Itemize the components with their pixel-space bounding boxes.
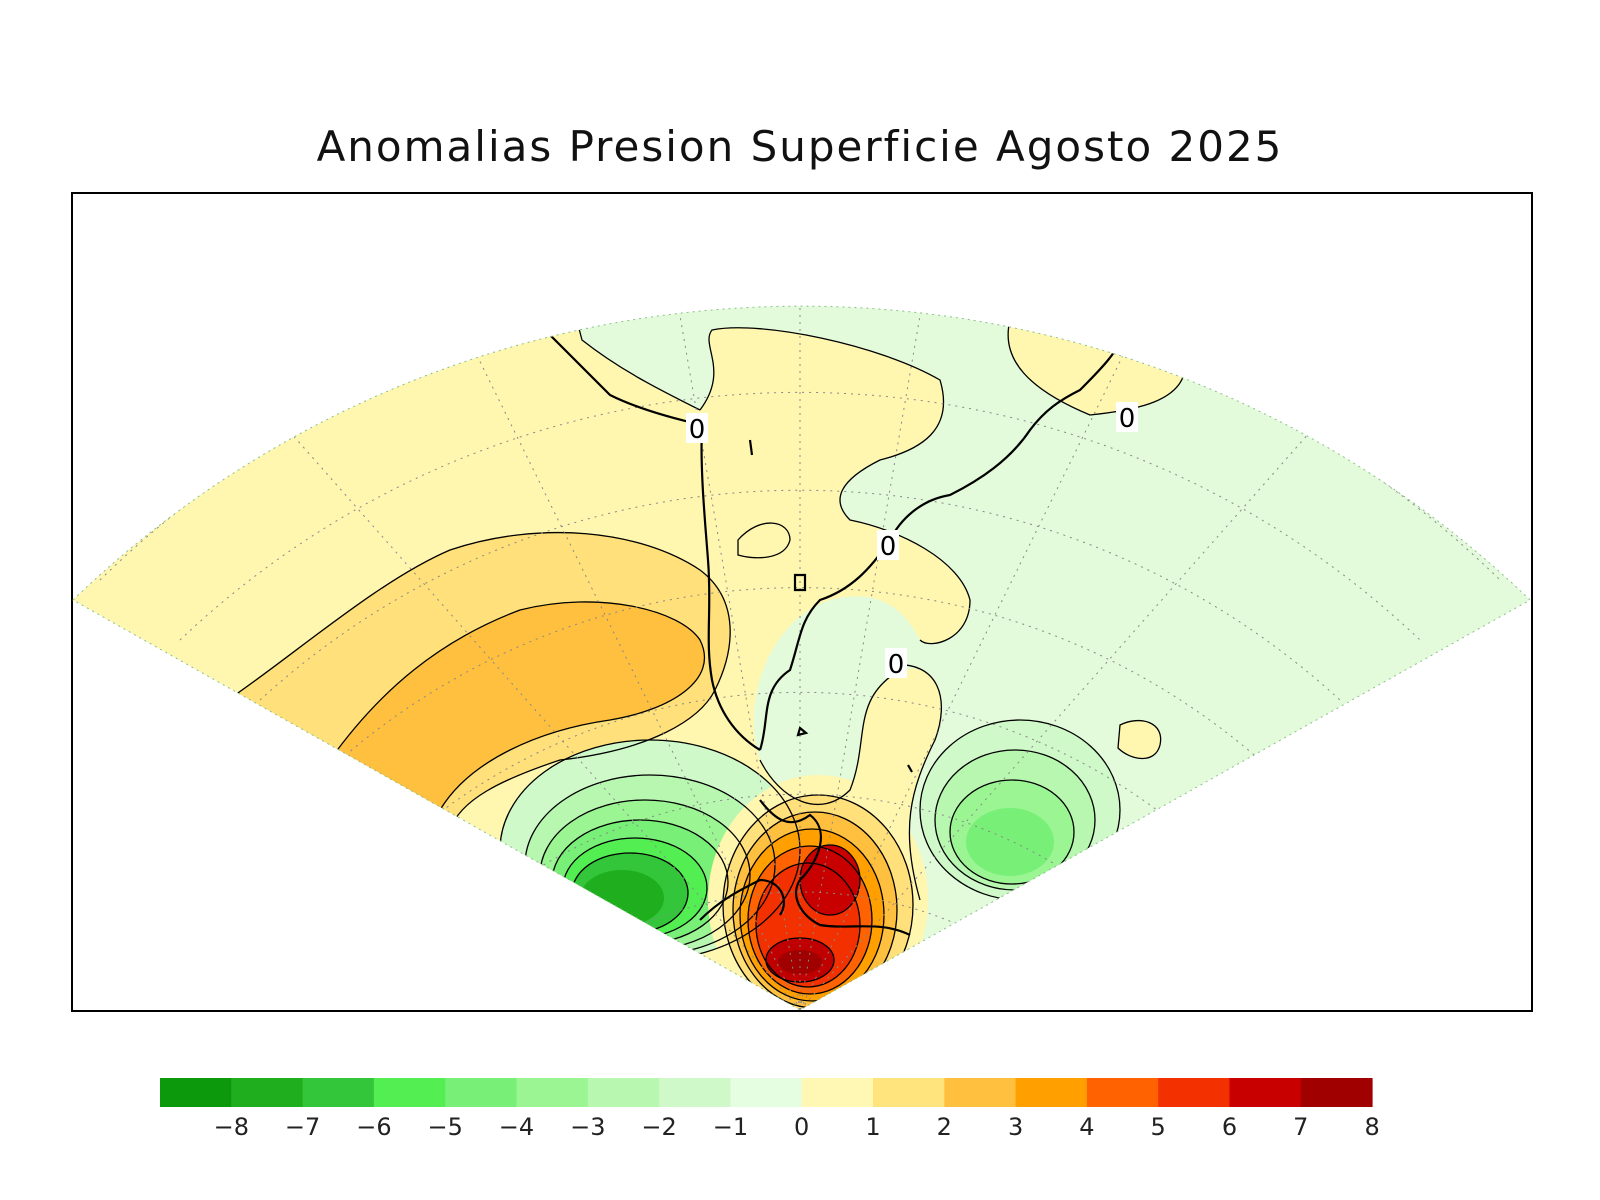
- colorbar-swatch: [659, 1078, 731, 1107]
- colorbar-tick-label: 6: [1222, 1113, 1237, 1141]
- map-title: Anomalias Presion Superficie Agosto 2025: [316, 122, 1284, 171]
- colorbar-tick-label: 2: [937, 1113, 952, 1141]
- colorbar-tick-label: 5: [1151, 1113, 1166, 1141]
- region-pos-inland: [738, 523, 790, 558]
- colorbar-swatch: [873, 1078, 945, 1107]
- colorbar-swatch: [1015, 1078, 1088, 1107]
- colorbar-tick-label: −5: [428, 1113, 463, 1141]
- colorbar-tick-label: 4: [1079, 1113, 1094, 1141]
- region-pos-atlantic: [1118, 720, 1161, 759]
- colorbar-swatch: [1229, 1078, 1302, 1107]
- colorbar-swatch: [730, 1078, 803, 1107]
- contour-label-0-c: 0: [880, 532, 897, 562]
- colorbar-swatch: [801, 1078, 874, 1107]
- colorbar-swatch: [160, 1078, 232, 1107]
- colorbar-swatch: [587, 1078, 660, 1107]
- colorbar-tick-label: 0: [794, 1113, 809, 1141]
- colorbar-tick-label: −8: [214, 1113, 249, 1141]
- colorbar-swatch: [1086, 1078, 1159, 1107]
- colorbar-swatch: [231, 1078, 304, 1107]
- colorbar-swatch: [1158, 1078, 1230, 1107]
- contour-labels: 0 0 0 0: [686, 402, 1138, 680]
- colorbar: −8 −7 −6 −5 −4 −3 −2 −1 0 1 2 3 4 5 6 7 8: [160, 1078, 1380, 1141]
- colorbar-tick-label: −4: [499, 1113, 534, 1141]
- contour-label-0-d: 0: [888, 650, 905, 680]
- colorbar-tick-label: 1: [865, 1113, 880, 1141]
- colorbar-swatch: [944, 1078, 1017, 1107]
- colorbar-tick-label: −2: [641, 1113, 676, 1141]
- colorbar-tick-label: −6: [356, 1113, 391, 1141]
- contour-label-0-a: 0: [689, 415, 706, 445]
- colorbar-swatch: [516, 1078, 589, 1107]
- colorbar-swatch: [302, 1078, 375, 1107]
- neg-trough-atlantic: [920, 720, 1120, 900]
- domain-outline: [72, 305, 1531, 1011]
- colorbar-tick-label: −7: [285, 1113, 320, 1141]
- contour-label-0-b: 0: [1119, 404, 1136, 434]
- colorbar-tick-label: 3: [1008, 1113, 1023, 1141]
- colorbar-swatch: [1300, 1078, 1373, 1107]
- region-pos-3: [330, 601, 705, 810]
- colorbar-tick-label: −3: [570, 1113, 605, 1141]
- colorbar-swatch: [373, 1078, 446, 1107]
- colorbar-swatch: [445, 1078, 517, 1107]
- colorbar-tick-label: 7: [1293, 1113, 1308, 1141]
- colorbar-tick-label: 8: [1364, 1113, 1379, 1141]
- colorbar-tick-label: −1: [713, 1113, 748, 1141]
